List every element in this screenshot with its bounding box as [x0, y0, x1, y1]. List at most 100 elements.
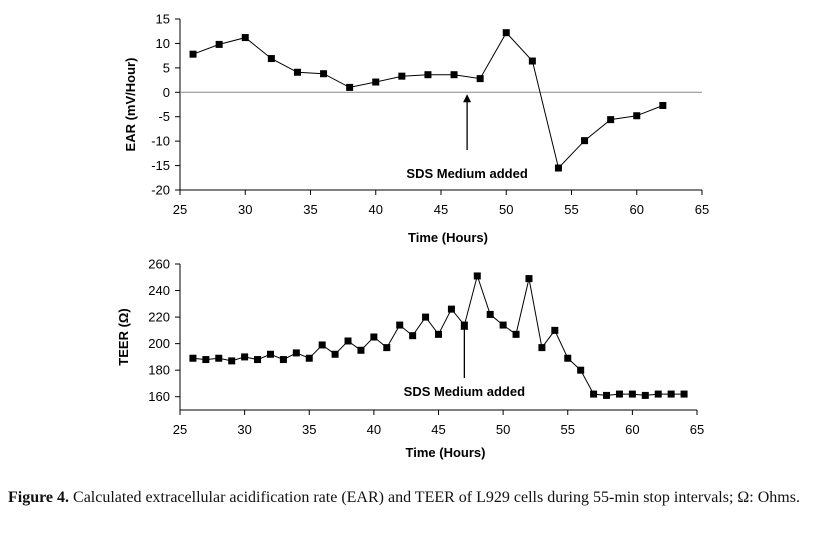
teer-y-tick-label: 200: [148, 336, 170, 351]
teer-data-point: [577, 366, 585, 374]
teer-x-tick-label: 50: [496, 422, 510, 437]
teer-data-point: [318, 341, 326, 349]
ear-data-point: [346, 83, 354, 91]
teer-data-point: [512, 330, 520, 338]
teer-x-tick-label: 40: [367, 422, 381, 437]
caption-text: Calculated extracellular acidification r…: [73, 489, 800, 506]
teer-data-point: [331, 350, 339, 358]
teer-annotation-label: SDS Medium added: [404, 384, 525, 399]
teer-data-point: [370, 333, 378, 341]
ear-x-tick-label: 30: [238, 202, 252, 217]
teer-data-point: [422, 313, 430, 321]
teer-data-point: [228, 357, 236, 365]
ear-y-tick-label: 10: [156, 36, 170, 51]
teer-data-point: [254, 356, 262, 364]
ear-y-tick-label: -20: [151, 183, 170, 198]
teer-data-point: [357, 346, 365, 354]
ear-x-tick-label: 50: [499, 202, 513, 217]
teer-data-point: [525, 275, 533, 283]
teer-x-tick-label: 65: [690, 422, 704, 437]
teer-data-point: [667, 390, 675, 398]
caption-label: Figure 4.: [8, 489, 70, 506]
teer-data-point: [241, 353, 249, 361]
ear-data-point: [554, 164, 562, 172]
teer-data-point: [279, 356, 287, 364]
teer-data-point: [499, 321, 507, 329]
teer-data-point: [215, 354, 223, 362]
teer-x-tick-label: 35: [302, 422, 316, 437]
teer-x-tick-label: 55: [561, 422, 575, 437]
ear-data-point: [476, 75, 484, 83]
ear-data-point: [189, 50, 197, 58]
teer-data-point: [344, 337, 352, 345]
ear-y-tick-label: 0: [163, 85, 170, 100]
ear-data-point: [267, 55, 275, 63]
ear-y-axis-label: EAR (mV/Hour): [123, 58, 138, 152]
teer-data-point: [551, 326, 559, 334]
teer-y-tick-label: 220: [148, 310, 170, 325]
teer-data-point: [564, 354, 572, 362]
teer-x-tick-label: 30: [237, 422, 251, 437]
teer-data-point: [396, 321, 404, 329]
teer-annotation-arrow-head: [460, 321, 469, 330]
teer-data-point: [590, 390, 598, 398]
teer-x-tick-label: 45: [431, 422, 445, 437]
ear-x-tick-label: 65: [695, 202, 709, 217]
ear-y-tick-label: 5: [163, 60, 170, 75]
ear-x-axis-label: Time (Hours): [408, 230, 488, 245]
teer-y-tick-label: 240: [148, 283, 170, 298]
ear-y-tick-label: -5: [158, 109, 170, 124]
teer-data-point: [292, 349, 300, 357]
teer-data-point: [486, 310, 494, 318]
ear-y-tick-label: -15: [151, 158, 170, 173]
teer-data-point: [603, 391, 611, 399]
teer-data-point: [409, 332, 417, 340]
figure-canvas: 25 30 35 40 45 50 55 60 65151050-5-10-15-20Time …: [116, 12, 709, 461]
ear-series-line: [192, 31, 664, 170]
ear-data-point: [241, 34, 249, 42]
ear-data-point: [450, 71, 458, 79]
ear-x-tick-label: 55: [564, 202, 578, 217]
teer-x-tick-label: 25: [173, 422, 187, 437]
teer-y-tick-label: 160: [148, 389, 170, 404]
teer-data-point: [266, 350, 274, 358]
ear-data-point: [581, 137, 589, 145]
teer-data-point: [202, 356, 210, 364]
teer-x-tick-label: 60: [625, 422, 639, 437]
teer-x-axis-label: Time (Hours): [406, 445, 486, 460]
ear-data-point: [633, 112, 641, 120]
ear-x-tick-label: 45: [434, 202, 448, 217]
ear-data-point: [215, 40, 223, 48]
teer-data-point: [538, 344, 546, 352]
ear-x-tick-label: 35: [303, 202, 317, 217]
teer-data-point: [189, 354, 197, 362]
teer-data-point: [680, 390, 688, 398]
ear-y-tick-label: 15: [156, 12, 170, 27]
teer-y-tick-label: 180: [148, 363, 170, 378]
ear-x-tick-label: 25: [173, 202, 187, 217]
ear-data-point: [372, 78, 380, 86]
teer-data-point: [654, 390, 662, 398]
ear-data-point: [659, 101, 667, 109]
ear-data-point: [424, 71, 432, 79]
teer-y-axis-label: TEER (Ω): [116, 308, 131, 365]
ear-data-point: [607, 116, 615, 124]
teer-data-point: [447, 305, 455, 313]
ear-annotation-arrow-head: [463, 94, 472, 103]
ear-annotation-label: SDS Medium added: [406, 166, 527, 181]
ear-data-point: [528, 57, 536, 65]
teer-data-point: [628, 390, 636, 398]
teer-data-point: [383, 344, 391, 352]
figure-caption: Figure 4. Calculated extracellular acidi…: [8, 486, 828, 509]
ear-data-point: [320, 70, 328, 78]
teer-data-point: [473, 272, 481, 280]
teer-data-point: [615, 390, 623, 398]
ear-data-point: [502, 29, 510, 37]
ear-x-tick-label: 40: [369, 202, 383, 217]
teer-y-tick-label: 260: [148, 257, 170, 272]
teer-data-point: [641, 391, 649, 399]
ear-data-point: [398, 72, 406, 80]
ear-x-tick-label: 60: [630, 202, 644, 217]
teer-data-point: [305, 354, 313, 362]
ear-data-point: [293, 68, 301, 76]
